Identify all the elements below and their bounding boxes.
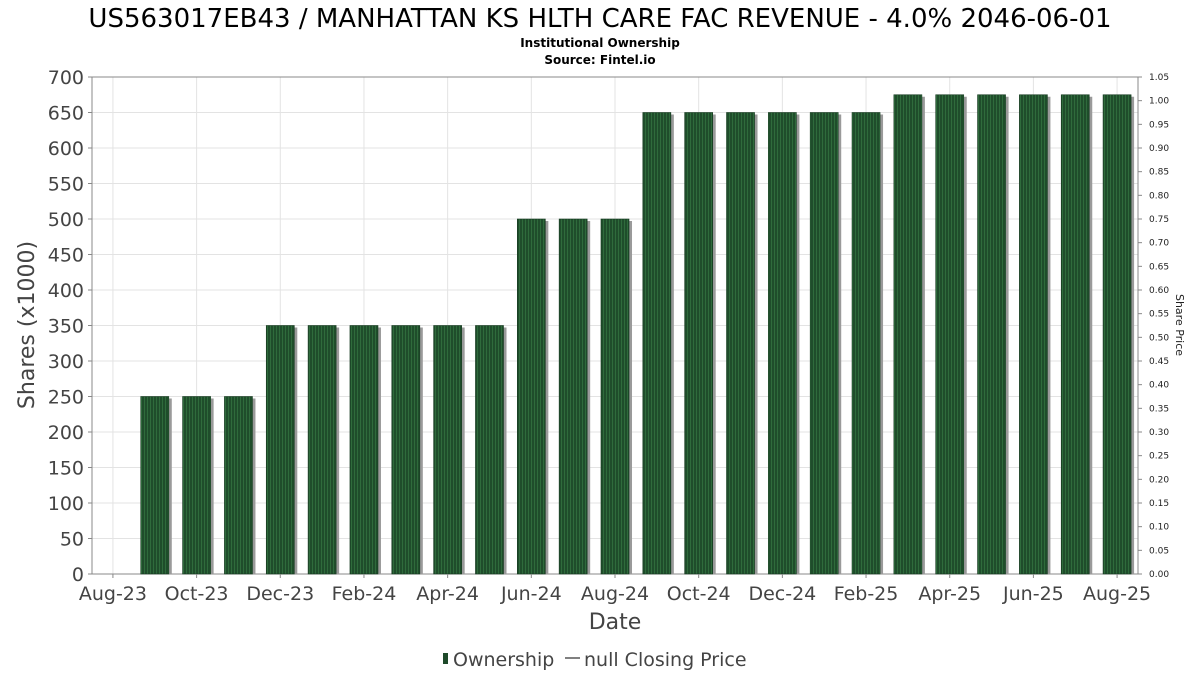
bar bbox=[768, 112, 797, 575]
x-tick-label: Aug-25 bbox=[1083, 583, 1151, 605]
y-tick-label: 250 bbox=[48, 387, 84, 409]
y2-tick-label: 0.95 bbox=[1149, 120, 1169, 130]
x-tick-label: Aug-24 bbox=[581, 583, 649, 605]
y2-tick-label: 0.65 bbox=[1149, 262, 1169, 272]
x-tick-label: Dec-24 bbox=[748, 583, 816, 605]
bar bbox=[977, 94, 1006, 575]
x-tick-label: Apr-24 bbox=[416, 583, 479, 605]
y-axis-label: Shares (x1000) bbox=[15, 241, 40, 409]
y-tick-label: 300 bbox=[48, 351, 84, 373]
bar bbox=[517, 218, 546, 575]
y2-tick-label: 0.05 bbox=[1149, 546, 1169, 556]
y2-tick-label: 0.10 bbox=[1149, 523, 1169, 533]
bar bbox=[893, 94, 923, 575]
y2-tick-label: 0.75 bbox=[1149, 215, 1169, 225]
y-tick-label: 200 bbox=[48, 422, 84, 444]
chart-title: US563017EB43 / MANHATTAN KS HLTH CARE FA… bbox=[88, 4, 1111, 34]
legend-ownership-label: Ownership bbox=[453, 649, 554, 671]
bar bbox=[809, 112, 839, 575]
bar bbox=[600, 218, 630, 575]
x-axis-label: Date bbox=[589, 610, 642, 635]
y2-tick-label: 0.35 bbox=[1149, 404, 1169, 414]
x-tick-label: Jun-25 bbox=[1002, 583, 1064, 605]
y-tick-label: 650 bbox=[48, 103, 84, 125]
y2-tick-label: 0.40 bbox=[1149, 381, 1169, 391]
y-tick-label: 50 bbox=[60, 529, 84, 551]
x-tick-label: Jun-24 bbox=[500, 583, 562, 605]
bar bbox=[1060, 94, 1090, 575]
y2-tick-label: 0.80 bbox=[1149, 191, 1169, 201]
y-tick-label: 400 bbox=[48, 280, 84, 302]
y-tick-label: 150 bbox=[48, 458, 84, 480]
y-tick-label: 500 bbox=[48, 209, 84, 231]
y2-tick-label: 0.50 bbox=[1149, 333, 1169, 343]
x-tick-label: Oct-23 bbox=[165, 583, 229, 605]
x-axis: Aug-23 Oct-23 Dec-23 Feb-24 Apr-24 Jun-24 Aug-… bbox=[79, 574, 1151, 605]
y-tick-label: 0 bbox=[72, 564, 84, 586]
chart-subtitle-line-2: Source: Fintel.io bbox=[544, 53, 655, 67]
bar bbox=[1019, 94, 1048, 575]
bar bbox=[558, 218, 588, 575]
x-tick-label: Apr-25 bbox=[918, 583, 981, 605]
bar bbox=[684, 112, 713, 575]
bar bbox=[1102, 94, 1132, 575]
y2-tick-label: 0.90 bbox=[1149, 144, 1169, 154]
bar-series-ownership bbox=[140, 94, 1135, 575]
bar bbox=[642, 112, 672, 575]
legend: Ownership null Closing Price bbox=[443, 649, 747, 671]
y2-tick-label: 0.20 bbox=[1149, 475, 1169, 485]
bar bbox=[349, 325, 379, 575]
bar bbox=[265, 325, 295, 575]
y-tick-label: 350 bbox=[48, 316, 84, 338]
y2-axis-label: Share Price bbox=[1173, 294, 1186, 356]
bar bbox=[475, 325, 504, 575]
y2-tick-label: 0.85 bbox=[1149, 168, 1169, 178]
y2-tick-label: 0.00 bbox=[1149, 570, 1169, 580]
y2-tick-label: 0.60 bbox=[1149, 286, 1169, 296]
legend-closing-price-label: null Closing Price bbox=[584, 649, 747, 671]
y2-tick-label: 0.30 bbox=[1149, 428, 1169, 438]
bar bbox=[935, 94, 965, 575]
y-tick-label: 550 bbox=[48, 174, 84, 196]
y-tick-label: 450 bbox=[48, 245, 84, 267]
x-tick-label: Feb-24 bbox=[332, 583, 397, 605]
y2-tick-label: 0.15 bbox=[1149, 499, 1169, 509]
y-axis-left: 0 50 100 150 200 250 300 350 400 450 500 550 600 650 7… bbox=[48, 67, 92, 586]
x-tick-label: Oct-24 bbox=[667, 583, 731, 605]
x-tick-label: Aug-23 bbox=[79, 583, 147, 605]
bar bbox=[140, 396, 170, 575]
y2-tick-label: 0.55 bbox=[1149, 310, 1169, 320]
y-tick-label: 600 bbox=[48, 138, 84, 160]
y2-tick-label: 1.00 bbox=[1149, 97, 1169, 107]
y-axis-right: 0.00 0.05 0.10 0.15 0.20 0.25 0.30 0.35 0.40 0.45… bbox=[1138, 73, 1169, 580]
bar bbox=[224, 396, 253, 575]
bar bbox=[433, 325, 462, 575]
y-tick-label: 700 bbox=[48, 67, 84, 89]
y2-tick-label: 0.25 bbox=[1149, 452, 1169, 462]
x-tick-label: Dec-23 bbox=[246, 583, 314, 605]
bar bbox=[307, 325, 337, 575]
chart-subtitle-line-1: Institutional Ownership bbox=[520, 36, 680, 50]
legend-ownership-swatch bbox=[443, 653, 448, 664]
bar bbox=[182, 396, 211, 575]
y2-tick-label: 1.05 bbox=[1149, 73, 1169, 83]
y-tick-label: 100 bbox=[48, 493, 84, 515]
y2-tick-label: 0.70 bbox=[1149, 239, 1169, 249]
bar bbox=[391, 325, 421, 575]
bar bbox=[851, 112, 881, 575]
x-tick-label: Feb-25 bbox=[834, 583, 899, 605]
y2-tick-label: 0.45 bbox=[1149, 357, 1169, 367]
bar bbox=[726, 112, 755, 575]
